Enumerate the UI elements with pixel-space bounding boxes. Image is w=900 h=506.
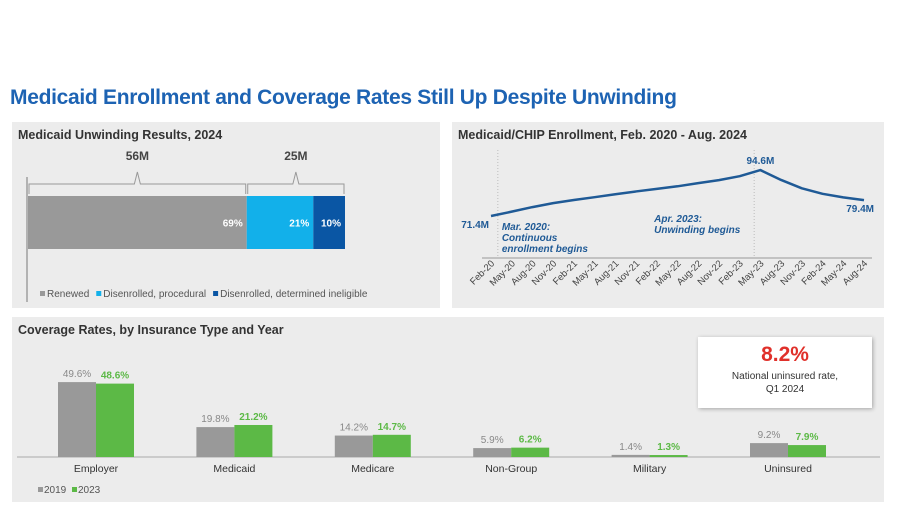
bar-value-label: 9.2% — [758, 430, 781, 441]
category-label: Medicaid — [213, 463, 255, 475]
bracket-0 — [28, 171, 247, 194]
bar-label-0: 69% — [223, 219, 243, 230]
legend-swatch-2023 — [72, 487, 77, 492]
callout-value: 8.2% — [761, 343, 809, 366]
point-label-2: 79.4M — [846, 204, 874, 215]
bar-segment-1 — [246, 196, 314, 249]
bar-value-label: 49.6% — [63, 369, 91, 380]
annotation-text-1-0: Apr. 2023: — [653, 214, 702, 225]
bar-2019-Employer — [58, 382, 96, 457]
bracket-1 — [247, 171, 345, 194]
bar-segment-2 — [313, 196, 345, 249]
bar-2023-Medicaid — [234, 424, 273, 457]
bar-label-2: 10% — [321, 219, 341, 230]
category-label: Uninsured — [764, 463, 812, 475]
bar-value-label: 7.9% — [796, 432, 819, 443]
enrollment-panel: Medicaid/CHIP Enrollment, Feb. 2020 - Au… — [452, 122, 884, 308]
legend-label-0: Renewed — [47, 289, 89, 300]
bar-segment-0 — [28, 196, 247, 249]
unwinding-title: Medicaid Unwinding Results, 2024 — [18, 128, 223, 142]
legend-label-2: Disenrolled, determined ineligible — [220, 289, 368, 300]
bar-2023-Uninsured — [788, 445, 826, 457]
annotation-text-0-2: enrollment begins — [502, 244, 589, 255]
coverage-chart: 49.6% 48.6% Employer 19.8% 21.2% Medicaid 14.2… — [17, 369, 880, 496]
point-label-0: 71.4M — [461, 220, 489, 231]
unwinding-chart: 69% 21% 10% 56M 25M Renewed Disenrolled, proce… — [26, 149, 368, 302]
callout-line1: National uninsured rate, — [731, 371, 839, 382]
legend-swatch-2019 — [38, 487, 43, 492]
callout-line2: Q1 2024 — [765, 384, 805, 395]
bar-value-label: 21.2% — [239, 412, 267, 423]
enrollment-line — [490, 168, 865, 218]
uninsured-callout: 8.2% National uninsured rate, Q1 2024 — [698, 337, 872, 408]
bar-value-label: 19.8% — [201, 414, 229, 425]
enrollment-title: Medicaid/CHIP Enrollment, Feb. 2020 - Au… — [458, 128, 747, 142]
bar-2019-Military — [611, 454, 650, 457]
category-label: Medicare — [351, 463, 394, 475]
category-label: Military — [633, 463, 667, 475]
bar-2019-Non-Group — [473, 448, 512, 457]
category-label: Employer — [74, 463, 119, 475]
legend-swatch-2 — [213, 291, 219, 296]
bar-value-label: 1.3% — [657, 442, 680, 453]
bar-value-label: 14.7% — [378, 422, 406, 433]
bar-value-label: 5.9% — [481, 435, 504, 446]
legend-label-2023: 2023 — [78, 485, 101, 496]
legend-label-1: Disenrolled, procedural — [103, 289, 206, 300]
page-title: Medicaid Enrollment and Coverage Rates S… — [10, 86, 677, 109]
annotation-text-0-1: Continuous — [502, 233, 558, 244]
bar-2019-Medicare — [334, 435, 373, 457]
unwinding-panel: Medicaid Unwinding Results, 2024 69% 21% 1… — [12, 122, 440, 308]
bar-value-label: 1.4% — [619, 442, 642, 453]
bar-value-label: 14.2% — [340, 423, 368, 434]
bar-2019-Uninsured — [750, 443, 788, 457]
legend-swatch-0 — [40, 291, 45, 296]
bar-label-1: 21% — [289, 219, 309, 230]
legend-label-2019: 2019 — [44, 485, 67, 496]
bar-2023-Employer — [96, 383, 134, 457]
legend-swatch-1 — [96, 291, 102, 296]
annotation-text-1-1: Unwinding begins — [654, 225, 741, 236]
bar-value-label: 6.2% — [519, 435, 542, 446]
bar-value-label: 48.6% — [101, 371, 129, 382]
bracket-label-0: 56M — [126, 149, 149, 163]
bar-2023-Non-Group — [511, 447, 550, 457]
bar-2023-Medicare — [372, 434, 411, 457]
coverage-title: Coverage Rates, by Insurance Type and Ye… — [18, 323, 284, 337]
bar-2019-Medicaid — [196, 427, 235, 457]
category-label: Non-Group — [485, 463, 537, 475]
bar-2023-Military — [649, 455, 688, 457]
bracket-label-1: 25M — [284, 149, 307, 163]
point-label-1: 94.6M — [746, 156, 774, 167]
annotation-text-0-0: Mar. 2020: — [502, 222, 550, 233]
